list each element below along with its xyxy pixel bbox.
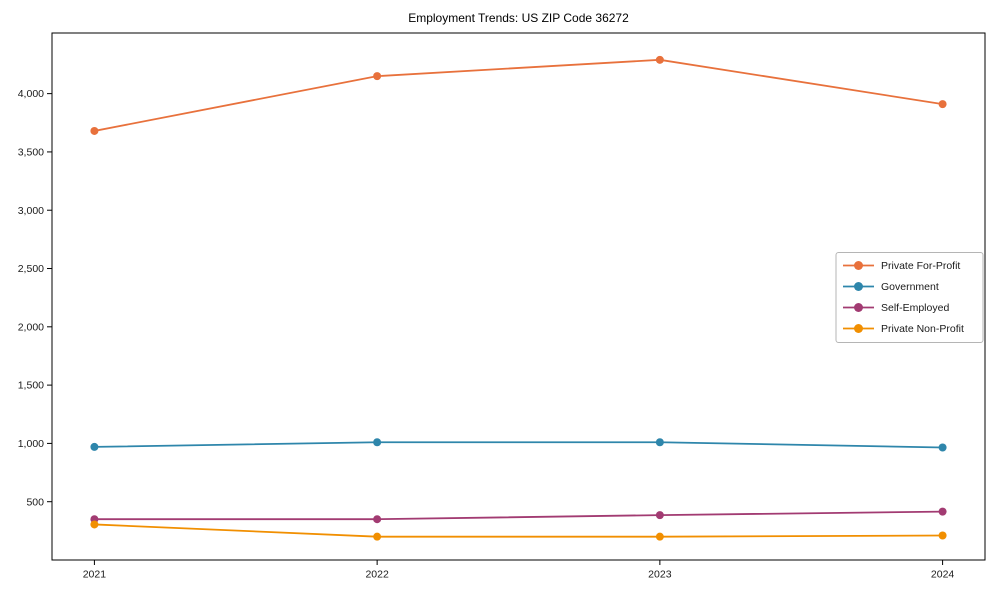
legend-marker-private-for-profit — [854, 261, 863, 270]
series-line-self-employed — [94, 510, 943, 521]
data-point-private-non-profit — [90, 520, 99, 529]
y-axis-tick-label: 500 — [26, 496, 44, 508]
data-point-government — [373, 438, 382, 447]
legend-marker-government — [854, 282, 863, 291]
y-axis-tick-label: 3,500 — [18, 147, 44, 159]
series-line-government — [94, 441, 943, 449]
data-point-private-non-profit — [373, 532, 382, 541]
data-point-self-employed — [938, 507, 947, 516]
legend-label-private-for-profit: Private For-Profit — [881, 260, 960, 272]
x-axis-tick-label: 2024 — [931, 569, 955, 581]
data-point-government — [90, 442, 99, 451]
legend-entry-private-non-profit: Private Non-Profit — [843, 323, 964, 335]
legend-marker-private-non-profit — [854, 324, 863, 333]
data-point-private-for-profit — [938, 100, 947, 109]
data-point-private-for-profit — [373, 72, 382, 81]
y-axis-tick-label: 2,500 — [18, 263, 44, 275]
data-point-government — [938, 443, 947, 452]
x-axis-tick-label: 2023 — [648, 569, 672, 581]
data-point-self-employed — [373, 515, 382, 524]
data-point-private-non-profit — [655, 532, 664, 541]
x-axis-tick-label: 2022 — [365, 569, 389, 581]
y-axis-tick-label: 1,500 — [18, 380, 44, 392]
data-point-government — [655, 438, 664, 447]
y-axis-tick-label: 2,000 — [18, 321, 44, 333]
plot-border — [51, 32, 986, 561]
legend-label-private-non-profit: Private Non-Profit — [881, 323, 964, 335]
legend-label-government: Government — [881, 281, 939, 293]
plot-area: 500 1,000 1,500 2,000 2,500 3,000 3,500 4,000 20… — [18, 32, 986, 581]
y-axis-tick-label: 3,000 — [18, 205, 44, 217]
legend-entry-government: Government — [843, 281, 939, 293]
series-line-private-for-profit — [94, 58, 943, 132]
chart-title: Employment Trends: US ZIP Code 36272 — [408, 11, 629, 25]
data-point-private-for-profit — [90, 126, 99, 135]
legend-marker-self-employed — [854, 303, 863, 312]
data-point-private-non-profit — [938, 531, 947, 540]
legend-entry-private-for-profit: Private For-Profit — [843, 260, 960, 272]
legend-box — [835, 252, 984, 343]
y-axis-tick-label: 1,000 — [18, 438, 44, 450]
legend-label-self-employed: Self-Employed — [881, 302, 949, 314]
data-point-self-employed — [655, 511, 664, 520]
y-axis-tick-label: 4,000 — [18, 88, 44, 100]
data-point-private-for-profit — [655, 55, 664, 64]
series-line-private-non-profit — [94, 523, 943, 538]
x-axis-tick-label: 2021 — [83, 569, 107, 581]
legend: Private For-Profit Government Self-Employe… — [835, 252, 984, 343]
legend-entry-self-employed: Self-Employed — [843, 302, 949, 314]
